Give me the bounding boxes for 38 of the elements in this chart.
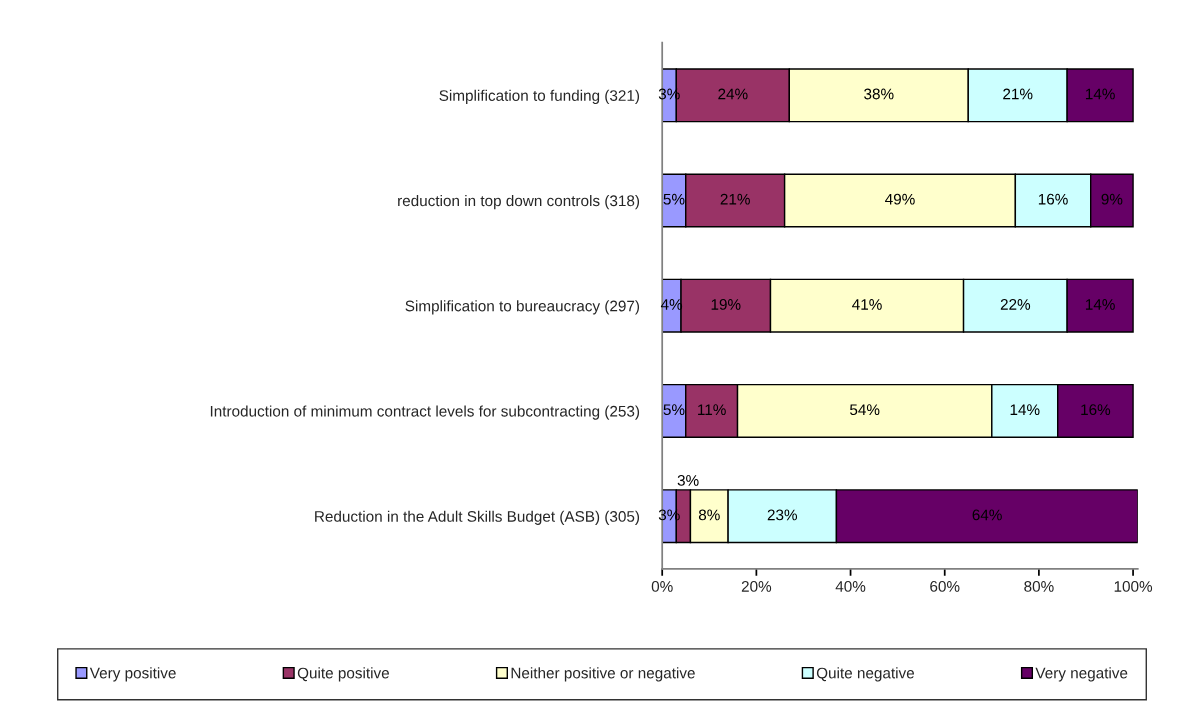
data-label: 24%: [718, 88, 748, 100]
x-tick-label: 100%: [1114, 581, 1153, 592]
data-label: 14%: [1010, 404, 1040, 415]
y-tick-label: Simplification to funding (321): [439, 89, 640, 104]
data-label: 49%: [885, 193, 915, 205]
legend-label: Quite negative: [816, 667, 915, 682]
x-tick-label: 20%: [741, 581, 772, 592]
x-tick-label: 60%: [930, 581, 960, 592]
x-tick-label: 80%: [1024, 581, 1054, 592]
data-label: 19%: [711, 299, 741, 310]
data-label: 16%: [1038, 193, 1068, 205]
data-label: 16%: [1081, 404, 1111, 416]
data-label: 5%: [663, 404, 685, 416]
data-label: 21%: [1003, 88, 1033, 100]
data-label: 38%: [864, 88, 894, 100]
y-tick-label: reduction in top down controls (318): [398, 194, 640, 210]
y-tick-label: Simplification to bureaucracy (297): [405, 300, 640, 315]
y-tick-label: Introduction of minimum contract levels for subcontracting (253): [210, 405, 640, 420]
data-label: 22%: [1000, 299, 1031, 310]
data-label: 11%: [698, 404, 726, 415]
data-label: 9%: [1101, 193, 1123, 205]
legend-label: Very negative: [1035, 667, 1128, 682]
data-label: 23%: [767, 509, 798, 521]
data-label: 41%: [852, 299, 882, 310]
data-label: 5%: [663, 193, 685, 205]
x-tick-label: 0%: [651, 581, 673, 592]
legend-label: Very positive: [89, 667, 176, 682]
legend-label: Neither positive or negative: [511, 667, 695, 682]
x-tick-label: 40%: [835, 581, 866, 592]
data-label: 21%: [720, 193, 750, 205]
data-label: 14%: [1085, 299, 1115, 310]
data-label: 3%: [677, 474, 699, 486]
legend-label: Quite positive: [297, 667, 389, 682]
data-label: 54%: [850, 404, 880, 416]
data-label: 8%: [698, 509, 720, 521]
data-label: 64%: [972, 509, 1002, 521]
y-tick-label: Reduction in the Adult Skills Budget (ASB) (305): [315, 510, 640, 525]
data-label: 14%: [1085, 88, 1115, 100]
